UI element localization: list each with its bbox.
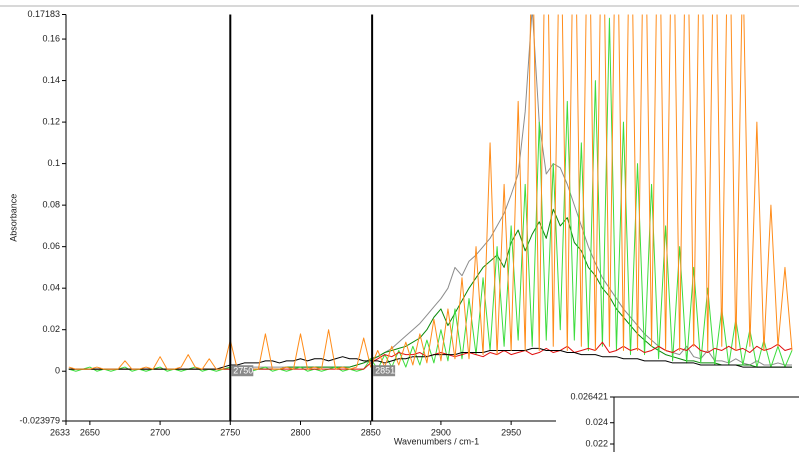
spectrum-trace [68, 347, 792, 370]
cursor-label-box [373, 365, 396, 377]
x-tick-label: 2850 [361, 427, 381, 437]
y-tick-label: 0.1 [47, 158, 60, 168]
main-plot: -0.023979 0 0.02 0.04 0.06 0.08 0.1 0.12 0.14 0.1… [8, 9, 799, 446]
y-tick-label: 0.022 [585, 438, 608, 448]
cursor-label: 2750 [233, 366, 253, 376]
inset-plot: 0.026421 0.024 0.022 [556, 391, 799, 452]
y-tick-label: -0.023979 [19, 415, 60, 425]
y-tick-label: 0.04 [42, 283, 60, 293]
x-tick-label: 2900 [431, 427, 451, 437]
x-tick-label: 2700 [150, 427, 170, 437]
y-tick-label: 0.16 [42, 33, 60, 43]
y-axis-label: Absorbance [8, 194, 18, 242]
y-tick-label: 0.12 [42, 116, 60, 126]
x-tick-label: 2633 [50, 427, 70, 437]
traces [68, 14, 793, 372]
y-tick-label: 0.14 [42, 75, 60, 85]
y-tick-label: 0.08 [42, 200, 60, 210]
x-axis-label: Wavenumbers / cm-1 [394, 436, 479, 446]
y-tick-label: 0.17183 [27, 9, 60, 19]
cursor-label-box [231, 365, 254, 377]
x-tick-label: 2800 [290, 427, 310, 437]
x-tick-label: 2750 [220, 427, 240, 437]
y-tick-label: 0.024 [585, 417, 608, 427]
y-tick-label: 0.06 [42, 241, 60, 251]
y-tick-label: 0.026421 [570, 391, 608, 401]
x-tick-label: 2950 [501, 427, 521, 437]
y-tick-label: 0.02 [42, 324, 60, 334]
spectrum-trace [68, 14, 793, 370]
y-tick-label: 0 [55, 366, 60, 376]
x-tick-label: 2650 [80, 427, 100, 437]
inset-background [556, 394, 799, 452]
cursor-label: 2851 [375, 366, 395, 376]
spectrum-trace [68, 208, 792, 370]
